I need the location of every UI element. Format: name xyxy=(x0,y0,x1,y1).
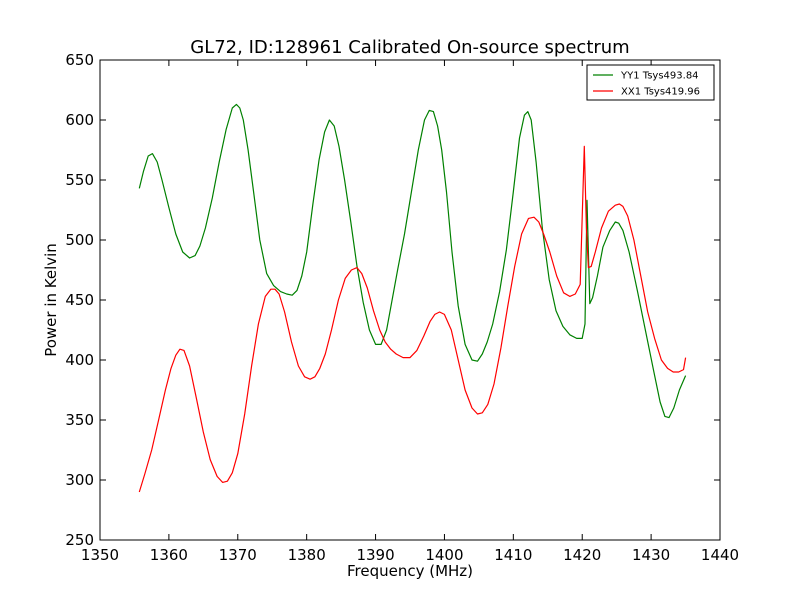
y-tick-label: 600 xyxy=(65,111,94,129)
x-tick-label: 1420 xyxy=(563,546,601,564)
y-axis: 250 300 350 400 450 500 550 600 650 xyxy=(65,51,720,549)
x-tick-label: 1440 xyxy=(701,546,739,564)
legend-label: XX1 Tsys419.96 xyxy=(621,87,700,98)
x-tick-label: 1360 xyxy=(150,546,188,564)
x-axis-label: Frequency (MHz) xyxy=(347,562,473,580)
y-tick-label: 450 xyxy=(65,291,94,309)
legend: YY1 Tsys493.84 XX1 Tsys419.96 xyxy=(586,64,715,101)
y-tick-label: 650 xyxy=(65,51,94,69)
x-axis: 1350 1360 1370 1380 1390 1400 1410 1420 1430 1440 xyxy=(81,60,739,564)
y-axis-label: Power in Kelvin xyxy=(42,243,60,357)
x-tick-label: 1410 xyxy=(494,546,532,564)
legend-box xyxy=(586,64,715,101)
x-tick-label: 1350 xyxy=(81,546,119,564)
plot-area xyxy=(138,103,687,493)
x-tick-label: 1390 xyxy=(356,546,394,564)
y-tick-label: 250 xyxy=(65,531,94,549)
x-tick-label: 1380 xyxy=(288,546,326,564)
x-tick-label: 1370 xyxy=(219,546,257,564)
y-tick-label: 500 xyxy=(65,231,94,249)
y-tick-label: 400 xyxy=(65,351,94,369)
legend-label: YY1 Tsys493.84 xyxy=(620,71,699,82)
y-tick-label: 300 xyxy=(65,471,94,489)
series-line-yy1 xyxy=(138,103,687,419)
chart-title: GL72, ID:128961 Calibrated On-source spe… xyxy=(190,37,629,58)
x-tick-label: 1430 xyxy=(632,546,670,564)
y-tick-label: 550 xyxy=(65,171,94,189)
x-tick-label: 1400 xyxy=(425,546,463,564)
y-tick-label: 350 xyxy=(65,411,94,429)
series-line-xx1 xyxy=(138,145,687,493)
